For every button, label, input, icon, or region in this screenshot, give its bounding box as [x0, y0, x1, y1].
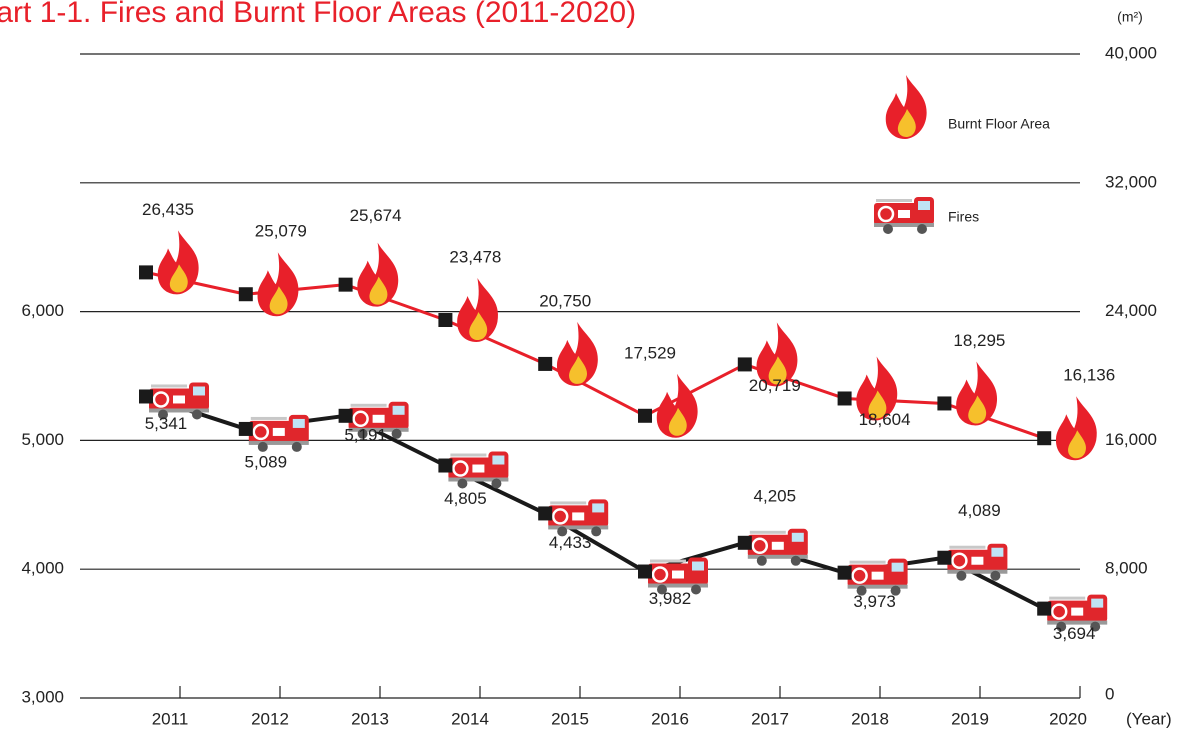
x-tick-label: 2011	[152, 709, 189, 728]
x-tick-label: 2016	[651, 709, 689, 728]
y-tick-label: 5,000	[21, 430, 64, 449]
point-marker	[238, 421, 253, 436]
data-label: 5,089	[245, 452, 288, 471]
legend-label: Fires	[948, 209, 979, 225]
data-label: 18,604	[859, 410, 911, 429]
data-label: 5,191	[344, 425, 387, 444]
point-marker	[238, 287, 253, 302]
data-label: 3,982	[649, 589, 692, 608]
data-label: 18,295	[953, 331, 1005, 350]
y2-axis-label: (m²)	[1117, 9, 1143, 25]
point-marker	[538, 356, 553, 371]
point-marker	[139, 389, 153, 404]
flame-icon	[656, 373, 698, 438]
data-label: 4,089	[958, 501, 1001, 520]
legend-swatch	[885, 75, 927, 139]
data-label: 4,433	[549, 533, 592, 552]
point-marker	[338, 408, 353, 423]
point-marker	[1037, 431, 1052, 446]
flame-icon	[956, 361, 998, 426]
y2-tick-label: 16,000	[1105, 430, 1157, 449]
x-tick-label: 2020	[1049, 709, 1087, 728]
y-tick-label: 6,000	[21, 301, 64, 320]
point-marker	[837, 565, 852, 580]
data-label: 25,079	[255, 222, 307, 241]
point-marker	[1037, 601, 1052, 616]
y2-tick-label: 24,000	[1105, 301, 1157, 320]
data-label: 5,341	[145, 414, 188, 433]
x-axis-label: (Year)	[1126, 709, 1172, 728]
flame-icon	[457, 278, 499, 343]
chart-title: Chart 1-1. Fires and Burnt Floor Areas (…	[0, 0, 636, 29]
x-tick-label: 2012	[251, 709, 289, 728]
point-marker	[638, 408, 652, 423]
flame-icon	[257, 252, 299, 317]
legend-swatch	[872, 195, 936, 236]
legend-label: Burnt Floor Area	[948, 116, 1050, 132]
data-label: 16,136	[1063, 366, 1115, 385]
truck-icon	[746, 527, 810, 568]
y-tick-label: 3,000	[21, 687, 64, 706]
data-label: 4,805	[444, 489, 487, 508]
x-tick-label: 2019	[951, 709, 989, 728]
data-label: 23,478	[449, 247, 501, 266]
point-marker	[937, 396, 952, 411]
point-marker	[338, 277, 353, 292]
data-label: 25,674	[350, 206, 402, 225]
x-tick-label: 2014	[451, 709, 489, 728]
y2-tick-label: 0	[1105, 684, 1114, 703]
data-label: 3,694	[1053, 624, 1096, 643]
data-label: 26,435	[142, 200, 194, 219]
data-label: 20,750	[539, 291, 591, 310]
flame-icon	[1055, 396, 1097, 461]
y2-tick-label: 8,000	[1105, 559, 1148, 578]
y2-tick-label: 40,000	[1105, 43, 1157, 62]
point-marker	[737, 535, 752, 550]
data-label: 4,205	[754, 486, 797, 505]
truck-icon	[846, 557, 909, 597]
x-tick-label: 2017	[751, 709, 789, 728]
truck-icon	[247, 413, 311, 454]
point-marker	[837, 391, 852, 406]
x-tick-label: 2013	[351, 709, 389, 728]
flame-icon	[556, 321, 598, 386]
data-label: 3,973	[853, 592, 896, 611]
x-tick-label: 2018	[851, 709, 889, 728]
point-marker	[638, 564, 652, 579]
flame-icon	[157, 230, 199, 295]
point-marker	[139, 265, 153, 280]
y2-tick-label: 32,000	[1105, 172, 1157, 191]
y-tick-label: 4,000	[21, 559, 64, 578]
point-marker	[438, 313, 453, 328]
point-marker	[937, 550, 952, 565]
data-label: 20,719	[749, 376, 801, 395]
x-tick-label: 2015	[551, 709, 589, 728]
point-marker	[538, 506, 553, 521]
flame-icon	[357, 242, 399, 307]
point-marker	[438, 458, 453, 473]
data-label: 17,529	[624, 343, 676, 362]
point-marker	[737, 357, 752, 372]
